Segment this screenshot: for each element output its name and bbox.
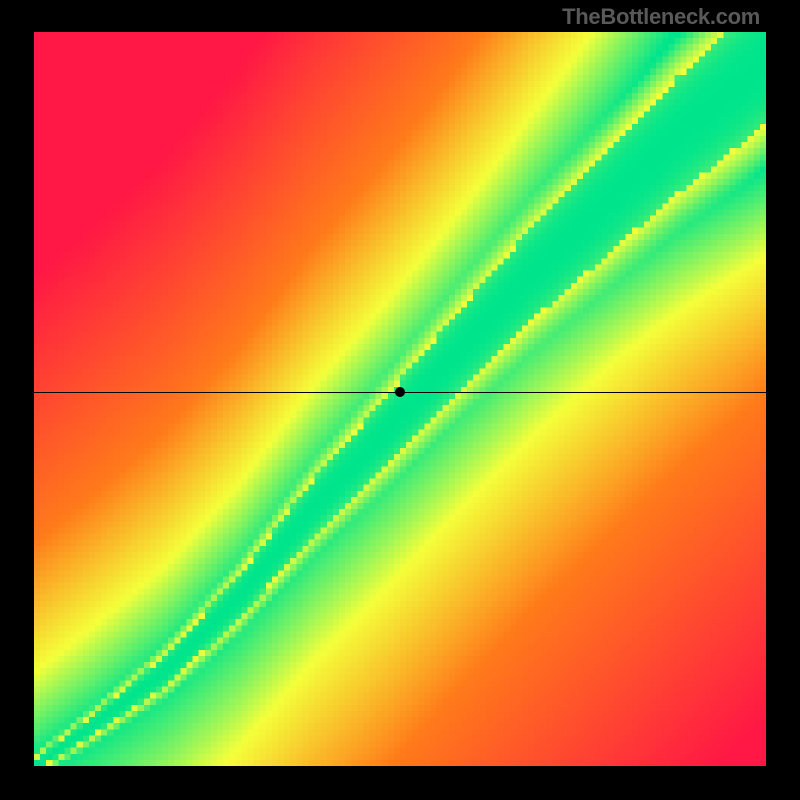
- watermark: TheBottleneck.com: [562, 4, 760, 30]
- bottleneck-heatmap: [34, 32, 766, 766]
- crosshair-vertical: [400, 766, 401, 800]
- plot-area: [34, 32, 766, 766]
- crosshair-marker: [395, 387, 405, 397]
